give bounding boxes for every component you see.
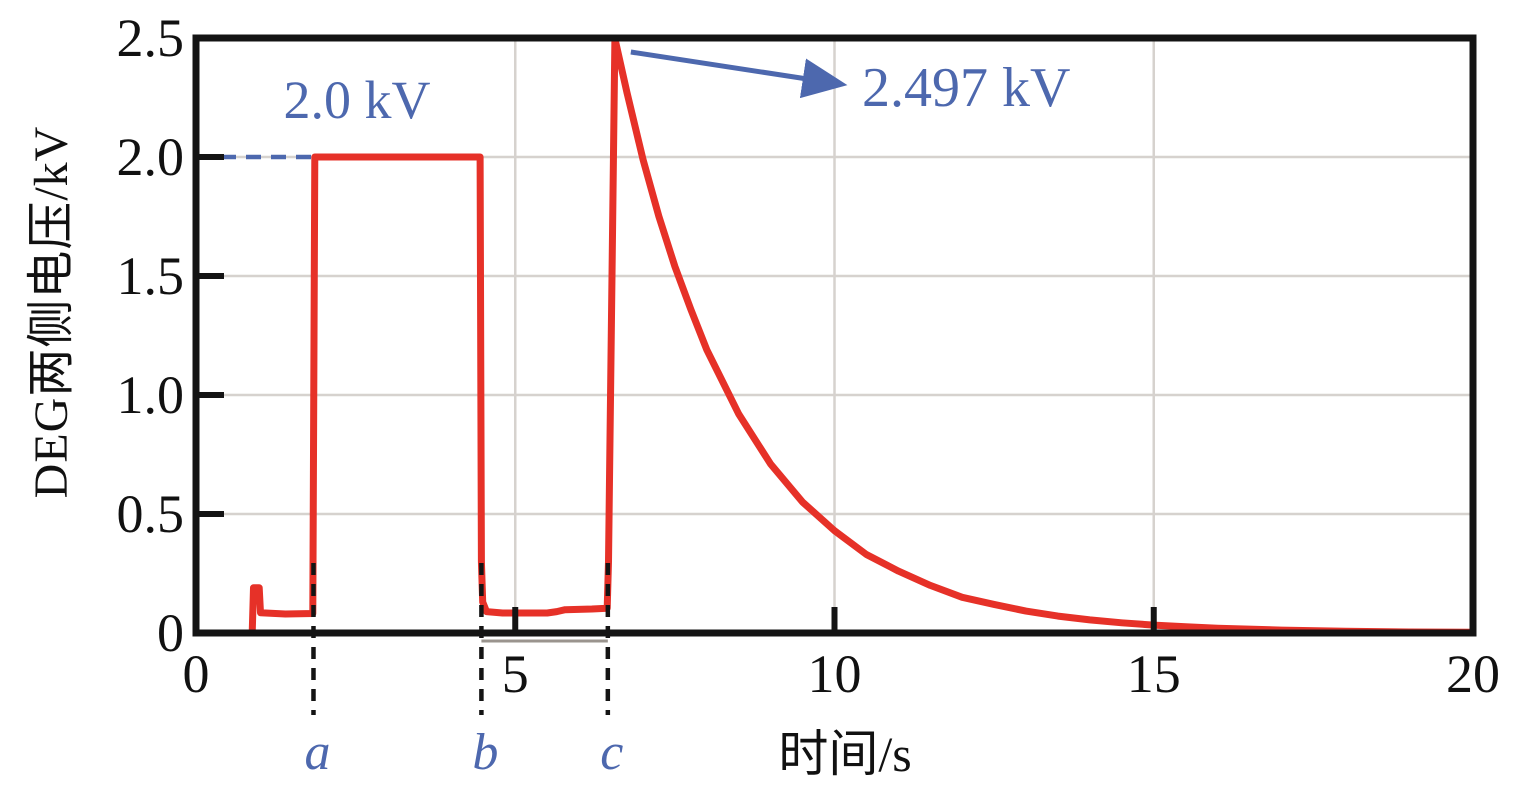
y-tick-label: 0 (157, 603, 184, 663)
x-tick-label: 20 (1446, 644, 1500, 704)
marker-label-b: b (472, 724, 499, 781)
x-tick-label: 5 (501, 644, 529, 704)
voltage-curve (248, 35, 1477, 637)
y-axis-title: DEG两侧电压/kV (25, 125, 78, 499)
marker-label-c: c (600, 724, 624, 781)
y-tick-label: 2.0 (116, 127, 185, 187)
marker-label-a: a (304, 724, 331, 781)
y-tick-label: 1.0 (116, 365, 185, 425)
y-tick-label: 0.5 (116, 484, 185, 544)
x-tick-label: 0 (182, 644, 210, 704)
plateau-value-annotation: 2.0 kV (283, 70, 431, 130)
peak-arrow (630, 49, 848, 99)
peak-value-annotation: 2.497 kV (862, 57, 1071, 119)
x-tick-label: 10 (807, 644, 862, 704)
axes-frame (192, 34, 1477, 637)
x-axis-title: 时间/s (778, 726, 912, 782)
y-tick-label: 2.5 (116, 8, 185, 68)
x-tick-label: 15 (1126, 644, 1181, 704)
y-tick-label: 1.5 (116, 246, 185, 306)
